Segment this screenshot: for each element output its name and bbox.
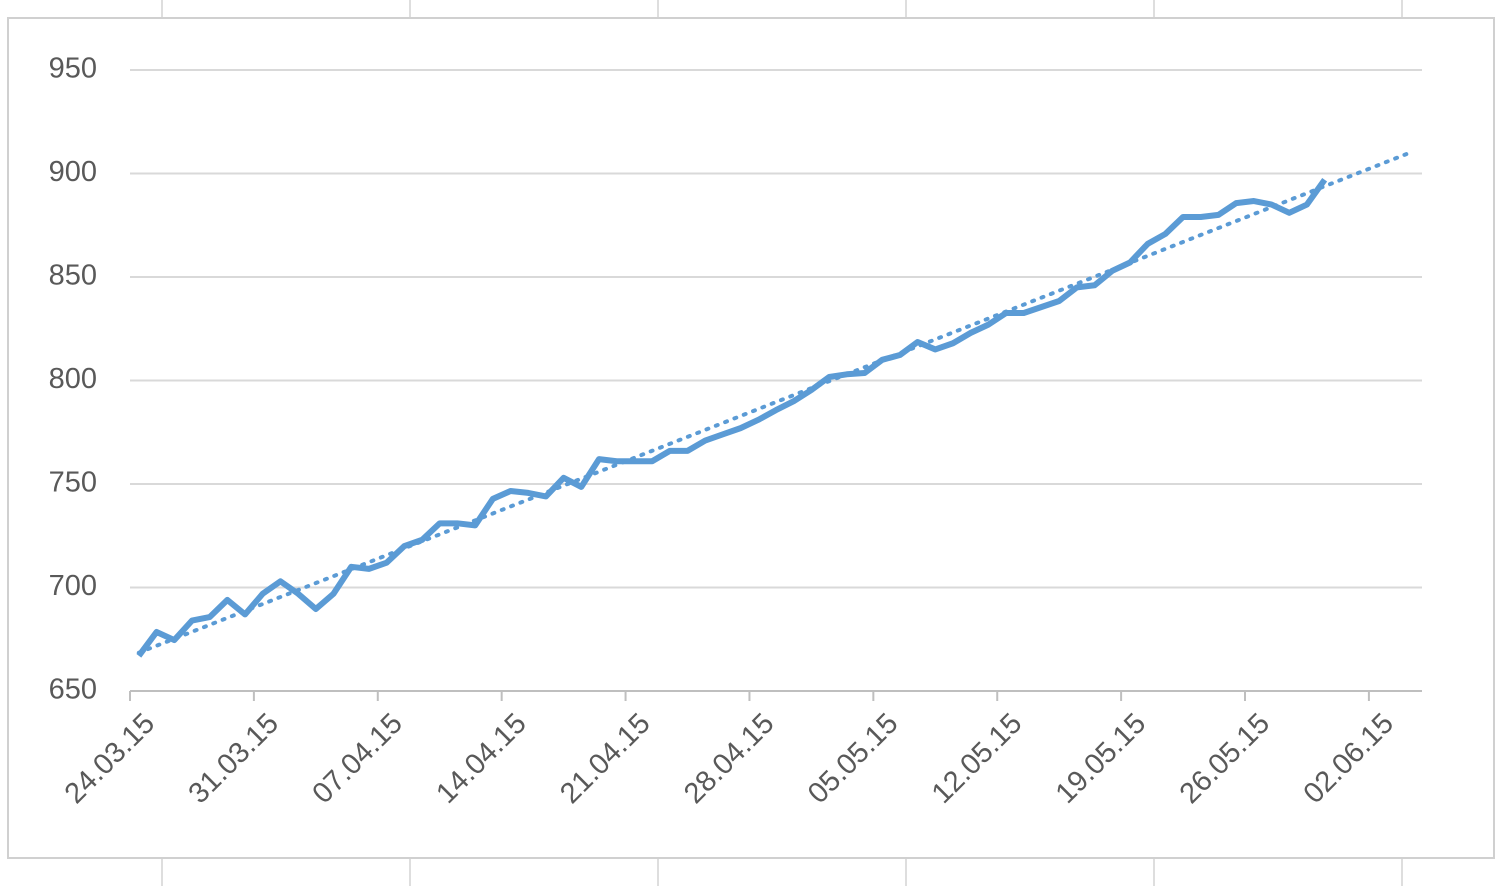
- y-tick-label: 700: [49, 570, 97, 602]
- y-tick-label: 800: [49, 363, 97, 395]
- y-tick-label: 950: [49, 53, 97, 85]
- y-tick-label: 650: [49, 674, 97, 706]
- y-tick-label: 750: [49, 467, 97, 499]
- data-line: [136, 177, 1328, 658]
- y-tick-label: 900: [49, 156, 97, 188]
- chart-area: [7, 17, 1495, 859]
- y-tick-label: 850: [49, 260, 97, 292]
